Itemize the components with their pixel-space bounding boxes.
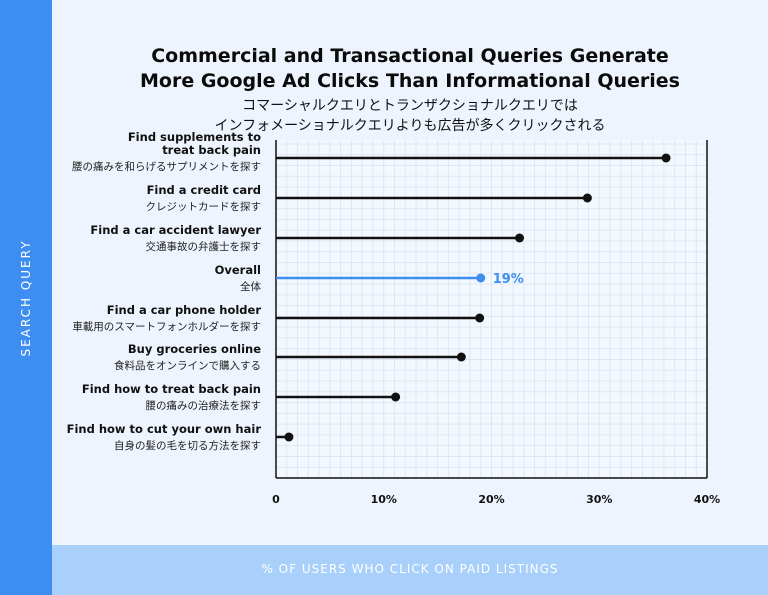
category-label-ja: 自身の髪の毛を切る方法を探す	[114, 439, 261, 452]
x-tick-label: 10%	[371, 493, 397, 506]
category-label-ja: 車載用のスマートフォンホルダーを探す	[72, 320, 261, 333]
category-label-ja: 交通事故の弁護士を探す	[146, 240, 262, 253]
category-label-ja: 腰の痛みの治療法を探す	[146, 399, 262, 412]
category-label-ja: クレジットカードを探す	[146, 200, 262, 213]
lollipop-dot	[515, 233, 525, 243]
category-label-ja: 食料品をオンラインで購入する	[114, 359, 261, 372]
category-label: Find supplements to	[128, 130, 261, 144]
y-axis-band: SEARCH QUERY	[0, 0, 52, 595]
lollipop-dot	[476, 273, 486, 283]
x-tick-label: 30%	[586, 493, 612, 506]
category-label: Buy groceries online	[128, 342, 261, 356]
chart-title-line-1: Commercial and Transactional Queries Gen…	[151, 45, 669, 67]
chart-title-line-2: More Google Ad Clicks Than Informational…	[140, 70, 680, 92]
category-label-ja: 腰の痛みを和らげるサプリメントを探す	[72, 160, 261, 173]
x-tick-label: 40%	[694, 493, 720, 506]
category-label-ja: 全体	[240, 280, 261, 293]
x-axis-title: % OF USERS WHO CLICK ON PAID LISTINGS	[261, 562, 559, 576]
x-axis-band: % OF USERS WHO CLICK ON PAID LISTINGS	[52, 545, 768, 595]
x-tick-label: 20%	[478, 493, 504, 506]
category-label: treat back pain	[162, 143, 261, 157]
x-tick-label: 0	[272, 493, 280, 506]
lollipop-dot	[475, 313, 485, 323]
lollipop-dot	[582, 193, 592, 203]
category-label: Find a credit card	[147, 183, 261, 197]
category-label: Overall	[215, 263, 261, 277]
category-label: Find a car accident lawyer	[90, 223, 261, 237]
category-label: Find how to cut your own hair	[67, 422, 262, 436]
chart-subtitle-line-2: インフォメーショナルクエリよりも広告が多くクリックされる	[214, 118, 606, 134]
lollipop-dot	[284, 432, 294, 442]
lollipop-dot	[391, 392, 401, 402]
chart-subtitle-line-1: コマーシャルクエリとトランザクショナルクエリでは	[242, 98, 578, 114]
category-label: Find a car phone holder	[107, 303, 262, 317]
lollipop-dot	[661, 153, 671, 163]
category-label: Find how to treat back pain	[82, 382, 261, 396]
data-label: 19%	[493, 272, 524, 287]
lollipop-dot	[456, 352, 466, 362]
